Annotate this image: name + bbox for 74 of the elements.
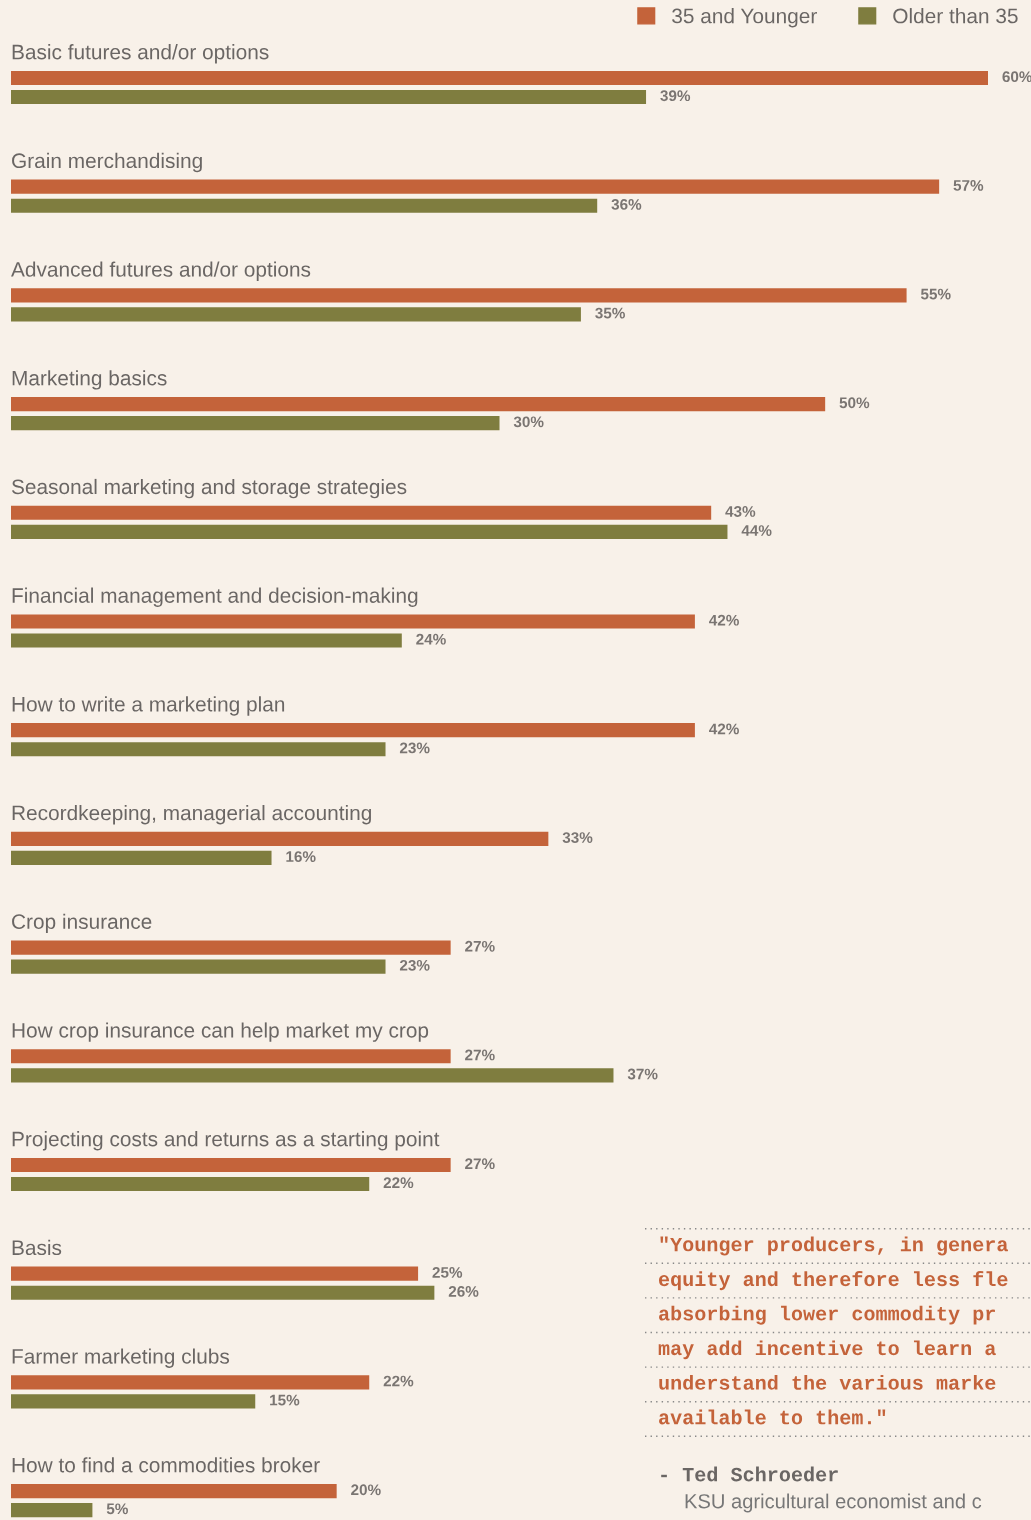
bar <box>11 1266 419 1281</box>
data-label: 23% <box>399 742 430 754</box>
bar <box>11 850 272 865</box>
bar <box>11 1375 370 1390</box>
bar <box>11 1484 337 1499</box>
data-label: 55% <box>920 288 951 300</box>
y-tick-label: Crop insurance <box>12 913 152 934</box>
bar <box>11 505 712 520</box>
data-label: 36% <box>611 198 642 210</box>
data-label: 27% <box>465 940 495 952</box>
y-tick-label: Grain merchandising <box>12 152 202 173</box>
bar <box>11 1503 93 1518</box>
annotation: KSU agricultural economist and c <box>685 1493 982 1513</box>
bar <box>11 633 402 648</box>
data-label: 24% <box>416 633 446 645</box>
annotation: - Ted Schroeder <box>661 1466 838 1482</box>
bar <box>11 70 988 86</box>
bar <box>11 1285 435 1300</box>
data-label: 42% <box>709 614 739 626</box>
bar <box>11 1157 451 1173</box>
bar <box>11 524 728 539</box>
data-label: 44% <box>741 525 772 536</box>
data-label: 25% <box>432 1266 463 1278</box>
bar <box>11 831 549 846</box>
bar <box>11 198 598 213</box>
y-tick-label: How crop insurance can help market my crop <box>12 1022 429 1042</box>
data-label: 50% <box>839 397 870 409</box>
y-tick-label: How to find a commodities broker <box>12 1457 320 1473</box>
data-label: 27% <box>465 1158 495 1170</box>
annotation: "Younger producers, in genera equity and therefore less fle absorbing lower commodity pr may add incentive to learn a understand the various marke available to them." <box>658 1236 1008 1425</box>
data-label: 20% <box>351 1484 381 1496</box>
data-label: 39% <box>660 90 691 102</box>
bar <box>11 288 907 303</box>
bar <box>11 1394 256 1409</box>
bar <box>11 89 647 105</box>
legend-label: Older than 35 <box>893 8 1018 24</box>
data-label: 16% <box>286 851 316 863</box>
bar <box>11 416 500 431</box>
data-label: 5% <box>106 1503 128 1515</box>
data-label: 35% <box>595 307 625 319</box>
data-label: 57% <box>953 180 984 191</box>
y-tick-label: Recordkeeping, managerial accounting <box>12 804 371 825</box>
y-tick-label: Marketing basics <box>12 370 167 390</box>
data-label: 26% <box>448 1285 479 1297</box>
bar <box>11 1068 614 1083</box>
bar <box>11 307 581 322</box>
y-tick-label: Seasonal marketing and storage strategies <box>11 478 407 499</box>
bar <box>11 940 451 955</box>
bar <box>11 723 695 738</box>
bar <box>11 1049 451 1064</box>
data-label: 33% <box>562 832 593 844</box>
data-label: 43% <box>725 506 756 517</box>
data-label: 27% <box>465 1049 495 1061</box>
y-tick-label: Farmer marketing clubs <box>12 1348 230 1368</box>
data-label: 30% <box>513 416 544 428</box>
bar <box>11 1176 370 1192</box>
legend-label: 35 and Younger <box>672 8 817 28</box>
data-label: 42% <box>709 723 739 735</box>
bar <box>11 742 386 757</box>
data-label: 23% <box>399 959 430 971</box>
bar <box>11 614 695 629</box>
y-tick-label: How to write a marketing plan <box>12 696 285 716</box>
data-label: 22% <box>383 1177 414 1189</box>
y-tick-label: Financial management and decision-making <box>12 587 418 608</box>
y-tick-label: Advanced futures and/or options <box>11 261 311 281</box>
y-tick-label: Basis <box>12 1239 62 1256</box>
bar <box>11 959 386 974</box>
y-tick-label: Basic futures and/or options <box>12 44 269 64</box>
y-tick-label: Projecting costs and returns as a starting point <box>12 1131 440 1151</box>
data-label: 22% <box>383 1375 414 1387</box>
bar <box>11 179 940 194</box>
data-label: 37% <box>627 1068 658 1080</box>
bar <box>11 397 826 412</box>
data-label: 15% <box>270 1394 300 1406</box>
